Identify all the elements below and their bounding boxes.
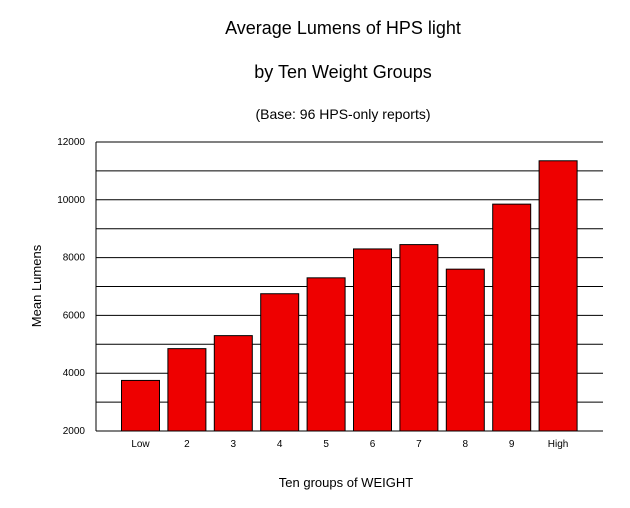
x-tick-label: 8	[463, 439, 469, 450]
chart-subtitle: (Base: 96 HPS-only reports)	[255, 106, 430, 122]
y-tick-labels: 2000 4000 6000 8000 10000 12000	[57, 137, 85, 437]
chart-title-line-1: Average Lumens of HPS light	[225, 18, 461, 38]
x-tick-label: 7	[416, 439, 422, 450]
bars	[121, 160, 578, 432]
y-tick-label: 6000	[63, 310, 86, 321]
bar-2	[167, 348, 207, 432]
x-tick-label: Low	[131, 439, 150, 450]
bar-6	[353, 248, 392, 432]
bar-low	[121, 379, 160, 432]
x-tick-label: 5	[323, 439, 329, 450]
bar-5	[306, 277, 346, 432]
x-tick-label: 4	[277, 439, 283, 450]
chart-title-line-2: by Ten Weight Groups	[254, 62, 431, 82]
x-tick-label: 3	[231, 439, 237, 450]
y-tick-label: 12000	[57, 137, 85, 148]
bar-4	[260, 293, 300, 432]
bar-8	[445, 268, 485, 432]
y-tick-label: 4000	[63, 368, 86, 379]
x-tick-label: 9	[509, 439, 515, 450]
bar-9	[492, 203, 532, 432]
x-axis-label: Ten groups of WEIGHT	[279, 475, 413, 490]
bar-7	[399, 244, 439, 432]
y-tick-label: 8000	[63, 253, 86, 264]
x-tick-label: 2	[184, 439, 190, 450]
bar-high	[538, 160, 578, 432]
bar-3	[213, 335, 253, 432]
y-tick-label: 10000	[57, 195, 85, 206]
x-tick-label: High	[548, 439, 569, 450]
y-tick-label: 2000	[63, 426, 86, 437]
x-tick-labels: Low 2 3 4 5 6 7 8 9 High	[131, 439, 568, 450]
y-axis-label: Mean Lumens	[29, 244, 44, 327]
x-tick-label: 6	[370, 439, 376, 450]
